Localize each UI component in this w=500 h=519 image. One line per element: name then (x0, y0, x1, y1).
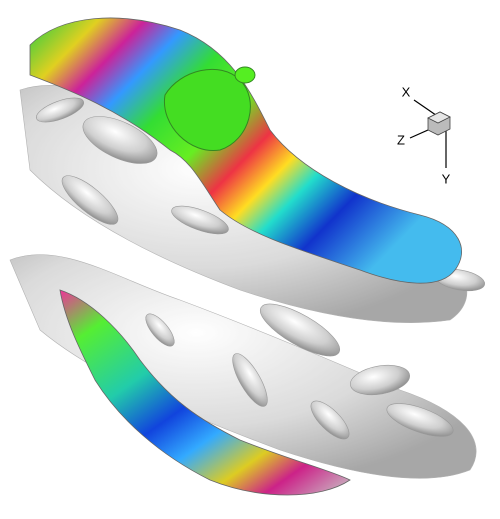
axis-label: Z (397, 132, 405, 147)
visualization: X Z Y (0, 0, 500, 519)
axis-label: Y (442, 171, 451, 186)
axis-label: X (402, 84, 411, 99)
axis-triad (410, 100, 450, 168)
page: X Z Y (() => { const data = JSON.parse(d… (0, 0, 500, 519)
